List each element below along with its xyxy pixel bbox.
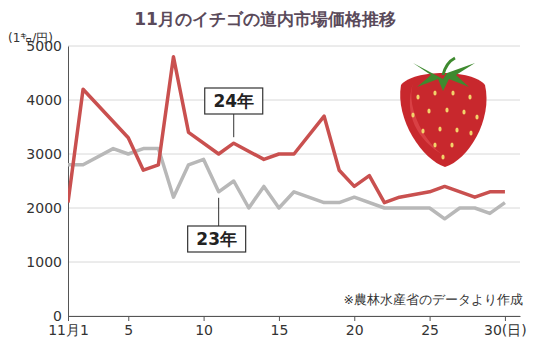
series-label: 23年 (188, 198, 246, 252)
icon-seed (433, 90, 436, 95)
y-tick-label: 4000 (26, 92, 62, 108)
grid-line (68, 46, 520, 47)
source-note: ※農林水産省のデータより作成 (344, 292, 523, 307)
grid-line (68, 316, 520, 317)
x-tick-label: 5 (124, 322, 133, 338)
x-axis-line (69, 316, 521, 317)
y-tick-label: 5000 (26, 38, 62, 54)
y-tick: 5000 (26, 38, 68, 54)
plot-area (68, 57, 505, 219)
x-tick-mark (68, 316, 69, 321)
icon-seed (416, 94, 419, 99)
x-axis: 11月1 5 10 15 20 25 30(日) (48, 316, 527, 338)
icon-seed (475, 114, 478, 119)
icon-stem (443, 58, 455, 75)
callout-line (218, 198, 219, 226)
icon-seed (468, 94, 471, 99)
callout-box (188, 226, 246, 252)
x-tick-label: 25 (421, 322, 439, 338)
x-tick-mark (505, 316, 506, 321)
icon-seed (462, 109, 465, 114)
strawberry-icon (400, 58, 486, 167)
x-tick-mark (128, 316, 129, 321)
x-tick-mark (279, 316, 280, 321)
x-tick-label: 10 (195, 322, 213, 338)
grid-line (68, 208, 520, 209)
x-tick: 25 (421, 316, 439, 338)
grid-line (68, 262, 520, 263)
y-tick: 3000 (26, 146, 68, 162)
y-tick: 1000 (26, 254, 68, 270)
y-axis: 010002000300040005000 (26, 38, 68, 324)
x-tick-label: 20 (346, 322, 364, 338)
icon-seed (421, 128, 424, 133)
icon-seed (441, 154, 444, 159)
series-line (68, 149, 505, 219)
icon-seed (451, 90, 454, 95)
icon-seed (445, 107, 448, 112)
icon-leaves (413, 63, 475, 91)
y-tick: 4000 (26, 92, 68, 108)
x-tick-label: 30(日) (484, 322, 527, 338)
x-tick-label: 11月1 (48, 322, 89, 338)
callout-line (233, 114, 234, 137)
x-tick-mark (204, 316, 205, 321)
icon-seed (433, 142, 436, 147)
y-tick-label: 2000 (26, 200, 62, 216)
icon-seed (438, 126, 441, 131)
x-tick: 20 (346, 316, 364, 338)
series-name: 23年 (196, 229, 237, 249)
x-tick-mark (430, 316, 431, 321)
x-tick-mark (354, 316, 355, 321)
icon-seed (427, 108, 430, 113)
icon-shine (410, 83, 443, 155)
icon-seed (450, 142, 453, 147)
icon-seed (469, 130, 472, 135)
callout-box (205, 88, 263, 114)
x-tick: 5 (124, 316, 133, 338)
icon-seed (411, 112, 414, 117)
icon-seed (455, 127, 458, 132)
series-name: 24年 (213, 91, 254, 111)
y-tick: 2000 (26, 200, 68, 216)
series-line (68, 57, 505, 203)
x-tick: 30(日) (484, 316, 527, 338)
y-axis-line (68, 47, 69, 317)
x-tick: 10 (195, 316, 213, 338)
grid (68, 46, 520, 316)
title: 11月のイチゴの道内市場価格推移 (134, 9, 396, 29)
chart: 11月のイチゴの道内市場価格推移(1㌔/円)010002000300040005… (0, 0, 550, 355)
y-tick-label: 1000 (26, 254, 62, 270)
x-tick-label: 15 (271, 322, 289, 338)
x-tick: 11月1 (48, 316, 89, 338)
series-label: 24年 (205, 88, 263, 137)
y-tick-label: 3000 (26, 146, 62, 162)
x-tick: 15 (271, 316, 289, 338)
